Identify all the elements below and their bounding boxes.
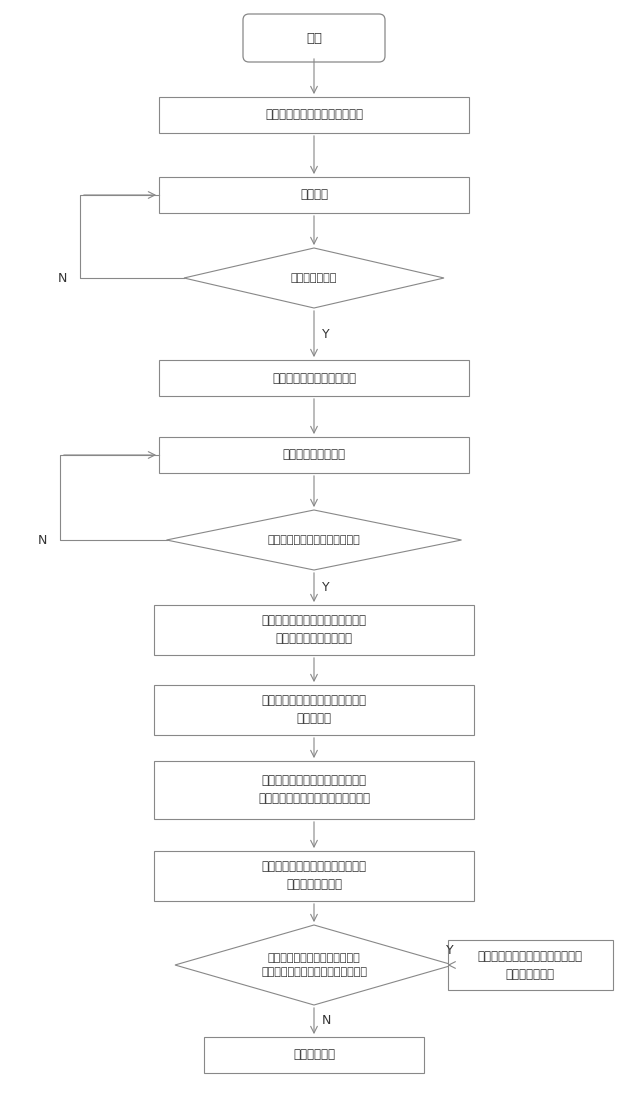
Bar <box>159 437 469 473</box>
Bar <box>154 605 474 654</box>
Bar <box>159 97 469 133</box>
Text: 将各线程检测到的所有人脸进行人
脸特征抽取: 将各线程检测到的所有人脸进行人 脸特征抽取 <box>262 694 367 726</box>
Bar <box>159 360 469 396</box>
Text: 属于同一候选对象的数量占所有
候选对象的比重大于预先设定的阈値: 属于同一候选对象的数量占所有 候选对象的比重大于预先设定的阈値 <box>261 953 367 977</box>
Text: 是否检测到人脸: 是否检测到人脸 <box>291 273 337 283</box>
Text: 人脸检测: 人脸检测 <box>300 188 328 201</box>
Text: 主线程读取对应摄像头的视频流: 主线程读取对应摄像头的视频流 <box>265 109 363 121</box>
Text: Y: Y <box>447 945 454 957</box>
Text: 唤醒控制其他摄像头的线程: 唤醒控制其他摄像头的线程 <box>272 372 356 385</box>
Bar <box>154 685 474 735</box>
Text: N: N <box>37 534 47 547</box>
Polygon shape <box>167 510 462 570</box>
FancyBboxPatch shape <box>243 14 385 62</box>
Text: 在一个时间间隔内检测不到人脸: 在一个时间间隔内检测不到人脸 <box>267 535 360 544</box>
Bar <box>447 940 613 990</box>
Text: 将当前所述阈値对应的候选对象作
为最终识别结果: 将当前所述阈値对应的候选对象作 为最终识别结果 <box>477 949 582 980</box>
Bar <box>154 851 474 901</box>
Polygon shape <box>184 248 444 308</box>
Text: 开始: 开始 <box>306 32 322 44</box>
Text: 非主线程将检测到的人脸数据发送
给主线程并进入阻塞状态: 非主线程将检测到的人脸数据发送 给主线程并进入阻塞状态 <box>262 615 367 646</box>
Polygon shape <box>175 925 453 1005</box>
Text: 各线程进行人脸检测: 各线程进行人脸检测 <box>282 449 345 462</box>
Text: 将抽取的特征与存放在数据库里的
特征进行相似度计算，获取候选集合: 将抽取的特征与存放在数据库里的 特征进行相似度计算，获取候选集合 <box>258 774 370 805</box>
Bar <box>159 177 469 213</box>
Text: 判定为陌生人: 判定为陌生人 <box>293 1048 335 1062</box>
Text: 将多个候选集合中属于同一候选对
象的个数进行累加: 将多个候选集合中属于同一候选对 象的个数进行累加 <box>262 860 367 891</box>
Bar <box>154 761 474 820</box>
Text: N: N <box>57 272 67 285</box>
Text: Y: Y <box>322 328 330 341</box>
Bar <box>204 1037 424 1072</box>
Text: N: N <box>322 1014 331 1027</box>
Text: Y: Y <box>322 581 330 594</box>
